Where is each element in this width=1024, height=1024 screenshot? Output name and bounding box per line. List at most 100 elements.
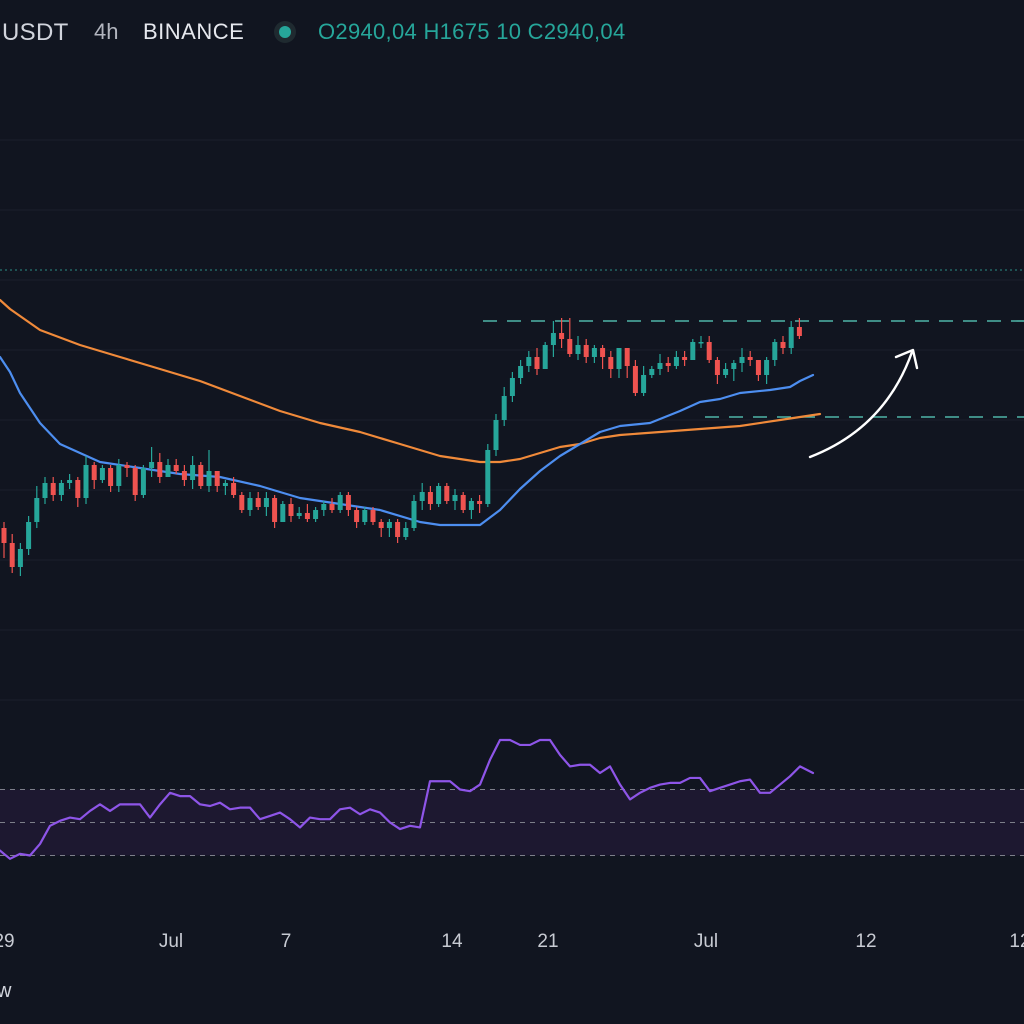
candle-body — [583, 345, 589, 357]
candle-body — [288, 504, 294, 516]
candle — [362, 507, 368, 525]
candle-body — [460, 495, 466, 510]
candle-body — [386, 522, 392, 528]
candle — [272, 495, 278, 528]
candle-body — [444, 486, 450, 501]
candle-body — [649, 369, 655, 375]
candle-body — [34, 498, 40, 522]
candle — [731, 360, 737, 381]
candle — [329, 498, 335, 513]
candle — [58, 480, 64, 501]
candle-body — [714, 360, 720, 375]
candle-body — [493, 420, 499, 450]
candle — [624, 348, 630, 378]
candle — [764, 357, 770, 384]
candle — [370, 507, 376, 525]
candle-body — [747, 357, 753, 360]
candle-body — [272, 498, 278, 522]
candle — [411, 495, 417, 531]
rsi-line — [0, 738, 815, 860]
x-tick-label: 7 — [281, 931, 292, 952]
projection-arrow — [808, 348, 919, 459]
candle — [755, 360, 761, 381]
candle-body — [723, 369, 729, 375]
candle — [509, 372, 515, 402]
candle — [723, 363, 729, 378]
candle — [796, 318, 802, 339]
candle-body — [518, 366, 524, 378]
symbol-label[interactable]: USDT — [2, 19, 69, 46]
candle — [83, 456, 89, 504]
candle — [1, 522, 7, 558]
candle-body — [231, 483, 237, 495]
candle-body — [67, 480, 73, 483]
candle — [788, 321, 794, 354]
candle — [518, 360, 524, 384]
candle-body — [337, 495, 343, 510]
candle — [542, 342, 548, 369]
candle — [583, 339, 589, 363]
candle — [9, 534, 15, 573]
candle — [673, 351, 679, 369]
x-tick-label: 21 — [537, 931, 558, 952]
candle-body — [239, 495, 245, 510]
candle — [477, 495, 483, 513]
candle — [42, 477, 48, 504]
ma-slow-line — [0, 298, 822, 464]
candle — [682, 351, 688, 366]
candle — [206, 450, 212, 492]
candle-body — [764, 360, 770, 375]
candle-body — [99, 468, 105, 480]
x-tick-label: 12 — [1009, 931, 1024, 952]
ohlc-readout: O2940,04 H1675 10 C2940,04 — [318, 19, 626, 44]
candle — [493, 414, 499, 456]
candle-body — [395, 522, 401, 537]
candle-body — [632, 366, 638, 393]
candle-body — [108, 468, 114, 486]
candle — [386, 519, 392, 537]
candle-body — [198, 465, 204, 486]
candle-body — [534, 357, 540, 369]
candle — [91, 462, 97, 489]
candle — [468, 498, 474, 519]
candle-body — [313, 510, 319, 519]
candle — [67, 474, 73, 489]
candle-body — [509, 378, 515, 396]
candle — [403, 522, 409, 540]
candle-body — [296, 513, 302, 516]
x-tick-label: Jul — [694, 931, 718, 952]
candle-body — [345, 495, 351, 510]
candle — [140, 465, 146, 498]
candle — [550, 321, 556, 357]
candle-body — [9, 543, 15, 567]
candle — [149, 447, 155, 477]
candle — [304, 504, 310, 522]
candle — [345, 492, 351, 516]
timeframe-label[interactable]: 4h — [94, 19, 119, 44]
candle-body — [255, 498, 261, 507]
candle-body — [304, 513, 310, 519]
exchange-label: BINANCE — [143, 19, 245, 44]
candle — [354, 507, 360, 528]
candle-body — [181, 471, 187, 480]
candle — [698, 336, 704, 348]
candle — [608, 351, 614, 378]
candle — [222, 480, 228, 495]
footer-watermark: w — [0, 980, 12, 1002]
candle — [280, 501, 286, 522]
candle — [600, 345, 606, 369]
candle — [337, 492, 343, 513]
candle-body — [780, 342, 786, 348]
candle — [26, 516, 32, 555]
x-tick-label: 14 — [441, 931, 463, 952]
candle-body — [157, 462, 163, 477]
candle — [501, 387, 507, 426]
candle-body — [1, 528, 7, 543]
candle-body — [559, 333, 565, 339]
candle — [173, 459, 179, 474]
candle — [534, 348, 540, 375]
candle-body — [362, 510, 368, 522]
candle-body — [280, 504, 286, 522]
